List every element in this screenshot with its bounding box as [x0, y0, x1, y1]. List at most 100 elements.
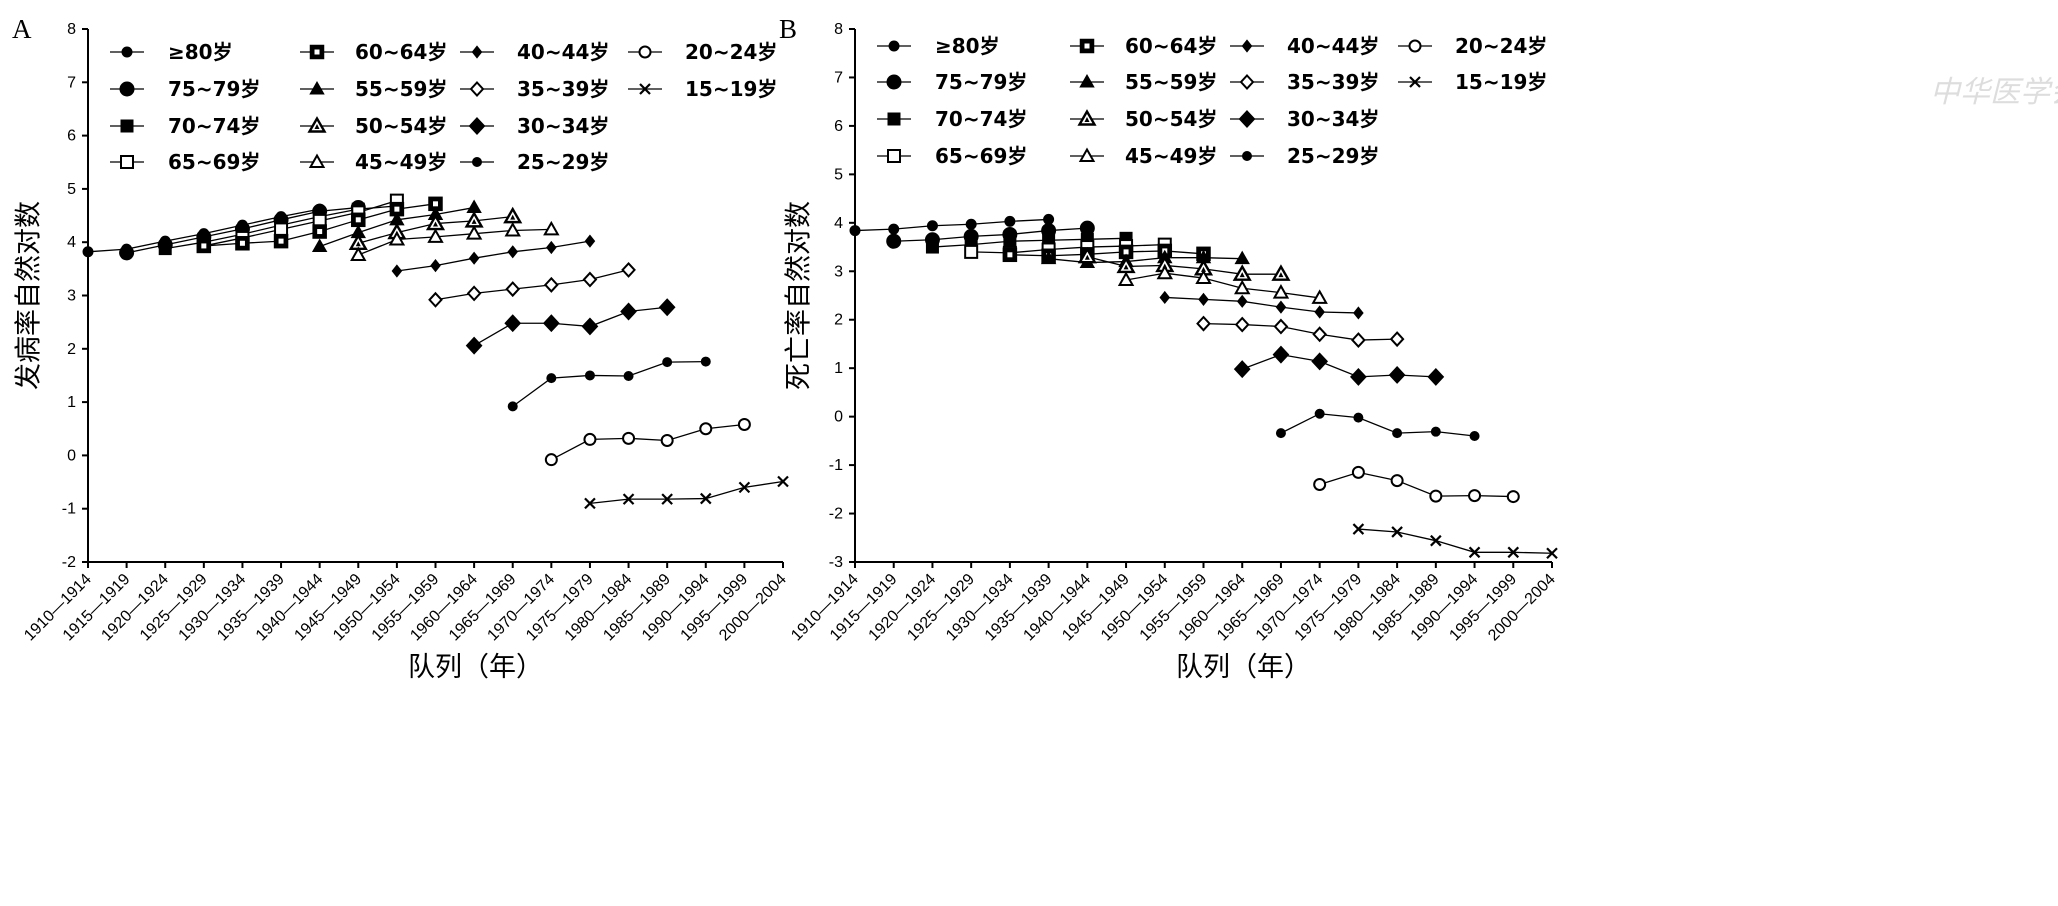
data-point: [312, 224, 327, 239]
data-point: [1389, 331, 1405, 348]
legend-marker: [888, 40, 900, 52]
legend-label: 25~29岁: [517, 150, 609, 174]
series-45-49: [350, 220, 560, 261]
series-line: [1048, 257, 1243, 264]
data-point: [507, 401, 518, 412]
data-point: [1430, 426, 1441, 437]
legend-item-70-74: 70~74岁: [110, 114, 260, 138]
legend-marker: [1239, 74, 1255, 90]
data-point: [311, 238, 328, 252]
y-axis-title: 发病率自然对数: [14, 201, 45, 390]
legend-item-45-49: 45~49岁: [1070, 144, 1217, 168]
legend-item-60-64: 60~64岁: [300, 40, 447, 64]
legend-label: 20~24岁: [1455, 34, 1547, 58]
legend-item-15-19: 15~19岁: [628, 77, 777, 101]
watermark-text: 中华医学会: [1930, 75, 2058, 110]
series-ge80: [849, 213, 1055, 237]
legend-label: 55~59岁: [355, 77, 447, 101]
data-point: [583, 432, 597, 446]
series-55-59: [1040, 249, 1250, 269]
series-line: [551, 423, 745, 461]
series-line: [1087, 256, 1281, 275]
legend-item-ge80: ≥80岁: [110, 40, 233, 64]
data-point: [1271, 264, 1291, 281]
data-point: [158, 242, 172, 256]
data-point: [1272, 284, 1290, 299]
data-point: [1198, 292, 1209, 306]
series-65-69: [964, 237, 1172, 260]
data-point: [543, 276, 559, 293]
series-35-39: [428, 261, 636, 308]
data-point: [1353, 412, 1364, 423]
data-point: [737, 417, 751, 431]
series-line: [1358, 528, 1553, 554]
data-point: [430, 259, 441, 273]
data-point: [964, 244, 979, 259]
series-35-39: [1196, 315, 1405, 349]
legend-marker: [638, 45, 652, 59]
legend-marker: [639, 83, 651, 95]
legend-label: 45~49岁: [355, 150, 447, 174]
legend-marker: [1078, 147, 1096, 162]
legend-label: 65~69岁: [935, 144, 1027, 168]
data-point: [391, 264, 403, 278]
legend-label: 40~44岁: [1287, 34, 1379, 58]
legend-label: 25~29岁: [1287, 144, 1379, 168]
data-point: [621, 261, 636, 278]
data-point: [504, 221, 521, 237]
series-25-29: [507, 356, 711, 412]
data-point: [1469, 431, 1480, 442]
data-point: [1234, 316, 1250, 333]
legend-item-25-29: 25~29岁: [460, 150, 609, 174]
y-tick-label: -2: [829, 506, 843, 523]
data-point: [544, 453, 558, 467]
legend-marker: [886, 74, 902, 90]
legend-item-50-54: 50~54岁: [1070, 107, 1217, 131]
data-point: [546, 240, 557, 255]
data-point: [1117, 271, 1135, 286]
data-point: [1004, 215, 1016, 227]
data-point: [1352, 523, 1365, 535]
legend-marker: [309, 44, 325, 60]
legend-label: 35~39岁: [517, 77, 609, 101]
data-point: [1391, 526, 1403, 538]
data-point: [1275, 428, 1286, 439]
data-point: [1313, 477, 1327, 491]
legend-item-55-59: 55~59岁: [300, 77, 447, 101]
legend-marker: [119, 81, 135, 97]
data-point: [1390, 474, 1404, 488]
y-tick-label: 8: [834, 21, 843, 38]
y-tick-label: 1: [67, 394, 76, 411]
legend-label: 30~34岁: [517, 114, 609, 138]
legend-label: 20~24岁: [685, 40, 777, 64]
data-point: [1156, 264, 1173, 280]
data-point: [507, 245, 519, 259]
series-line: [1241, 353, 1436, 378]
data-point: [581, 317, 599, 336]
y-tick-label: 6: [834, 118, 843, 135]
data-point: [542, 314, 560, 333]
series-line: [396, 240, 591, 272]
data-point: [1159, 290, 1171, 305]
data-point: [584, 370, 595, 381]
series-line: [1164, 296, 1359, 314]
series-65-69: [196, 193, 404, 253]
legend-marker: [1079, 73, 1095, 88]
data-point: [1273, 318, 1289, 335]
data-point: [388, 231, 406, 246]
y-tick-label: 0: [834, 409, 843, 426]
legend-item-30-34: 30~34岁: [460, 114, 609, 138]
series-30-34: [1233, 345, 1445, 386]
data-point: [738, 481, 751, 494]
data-point: [622, 431, 636, 445]
series-line: [589, 480, 784, 505]
data-point: [1429, 489, 1443, 503]
series-40-44: [1159, 290, 1364, 320]
data-point: [699, 492, 712, 505]
legend-label: 15~19岁: [685, 77, 777, 101]
legend-marker: [1079, 38, 1095, 54]
series-30-34: [465, 298, 676, 355]
data-point: [1468, 546, 1481, 559]
series-line: [1203, 322, 1398, 341]
